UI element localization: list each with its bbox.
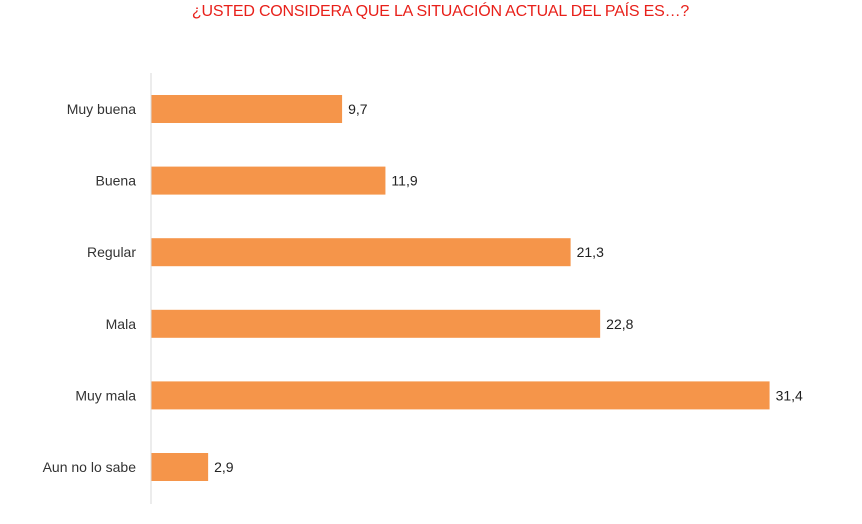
value-label-muy-mala: 31,4 <box>776 387 803 403</box>
value-label-regular: 21,3 <box>577 244 604 260</box>
bar-muy-buena <box>151 95 343 123</box>
bar-mala <box>151 309 601 338</box>
category-label-buena: Buena <box>96 173 137 189</box>
category-label-regular: Regular <box>87 244 136 260</box>
labels-layer: Muy buena 9,7 Buena 11,9 Regular 21,3 Mala 22,8… <box>43 101 803 475</box>
bar-muy-mala <box>151 381 770 410</box>
category-label-muy-buena: Muy buena <box>67 101 136 117</box>
category-label-aun-no-lo-sabe: Aun no lo sabe <box>43 459 137 475</box>
chart-title: ¿USTED CONSIDERA QUE LA SITUACIÓN ACTUAL… <box>191 3 690 20</box>
value-label-mala: 22,8 <box>606 316 633 332</box>
bars-layer <box>151 95 770 481</box>
bar-buena <box>151 166 386 195</box>
value-label-aun-no-lo-sabe: 2,9 <box>214 459 234 475</box>
category-label-mala: Mala <box>106 316 137 332</box>
bar-regular <box>151 238 571 267</box>
bar-aun-no-lo-sabe <box>151 453 209 481</box>
value-label-muy-buena: 9,7 <box>348 101 368 117</box>
category-label-muy-mala: Muy mala <box>75 387 136 403</box>
value-label-buena: 11,9 <box>391 173 417 189</box>
